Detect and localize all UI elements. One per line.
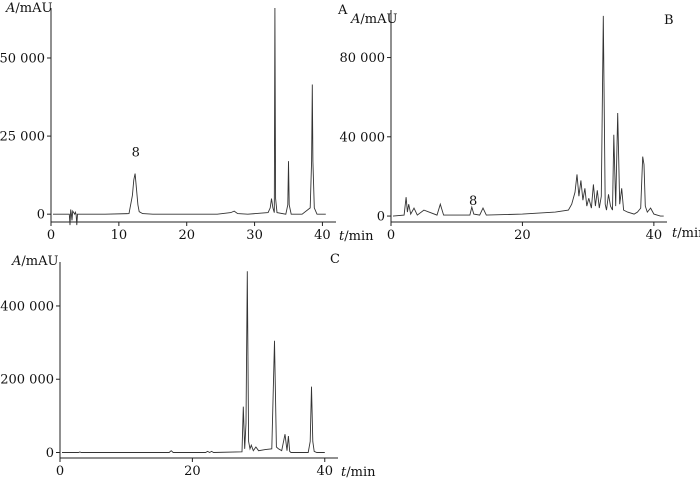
x-tick-label: 20: [178, 228, 195, 243]
x-tick-label: 40: [314, 228, 331, 243]
y-tick-label: 0: [37, 208, 45, 223]
y-tick-label: 50 000: [0, 51, 45, 66]
x-tick-label: 30: [246, 228, 263, 243]
y-axis-title: A/mAU: [350, 12, 397, 27]
x-axis-title: t/min: [339, 229, 374, 244]
panel-label: C: [330, 252, 340, 267]
y-tick-label: 0: [46, 446, 54, 461]
x-tick-label: 40: [316, 464, 333, 479]
x-tick-label: 20: [514, 228, 531, 243]
x-tick-label: 0: [47, 228, 55, 243]
y-tick-label: 0: [377, 210, 385, 225]
peak-annotation: 8: [132, 145, 140, 160]
x-axis-title: t/min: [341, 465, 376, 480]
y-tick-label: 80 000: [340, 51, 386, 66]
panel-label: B: [664, 13, 674, 28]
chart-panel-a: 0 25 000 50 000 0 10 20 30 40 A/mAU t/min A 8: [0, 1, 374, 244]
y-axis-title: A/mAU: [5, 1, 52, 16]
x-tick-label: 20: [184, 464, 201, 479]
chromatogram-trace: [392, 15, 664, 217]
y-tick-label: 40 000: [340, 130, 386, 145]
x-tick-label: 10: [111, 228, 128, 243]
peak-annotation: 8: [469, 194, 477, 209]
x-tick-label: 40: [646, 228, 663, 243]
y-axis-title: A/mAU: [11, 254, 58, 269]
x-tick-label: 0: [387, 228, 395, 243]
chart-panel-b: 0 40 000 80 000 0 20 40 A/mAU t/min B 8: [340, 10, 700, 243]
y-tick-label: 400 000: [0, 299, 54, 314]
panel-label: A: [337, 3, 348, 18]
y-tick-label: 200 000: [0, 373, 54, 388]
y-tick-label: 25 000: [0, 130, 45, 145]
x-tick-label: 0: [56, 464, 64, 479]
chromatogram-trace: [62, 271, 325, 454]
chromatogram-trace: [53, 7, 326, 226]
chart-panel-c: 0 200 000 400 000 0 20 40 A/mAU t/min C: [0, 252, 376, 480]
x-axis-title: t/min: [672, 226, 700, 241]
